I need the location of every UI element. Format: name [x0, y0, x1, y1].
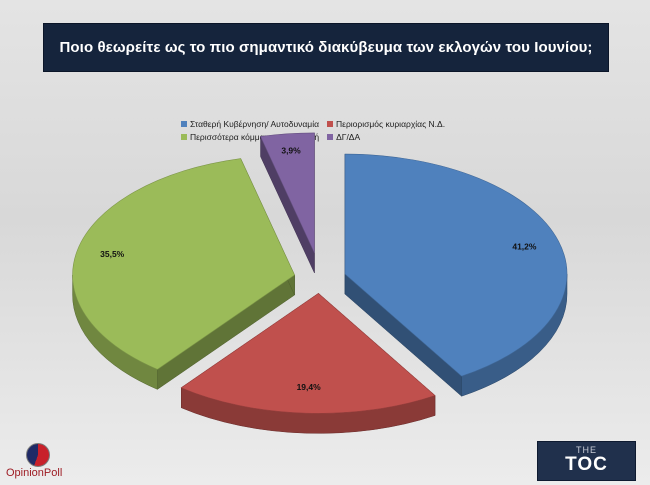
pie-slice-top-more-parties	[72, 158, 295, 370]
pie-slice-stable-government	[344, 153, 568, 397]
legend-swatch-green	[181, 133, 187, 140]
the-toc-logo-the: THE	[576, 445, 597, 455]
legend-item-limit-nd: Περιορισμός κυριαρχίας Ν.Δ.	[327, 119, 445, 129]
legend-row-2: Περισσότερα κόμματα στην Βουλή ΔΓ/ΔΑ	[181, 130, 481, 143]
the-toc-logo: THE TOC	[537, 441, 636, 481]
legend-item-stable-government: Σταθερή Κυβέρνηση/ Αυτοδυναμία	[181, 119, 319, 129]
pie-data-labels: 41,2% 19,4% 35,5% 3,9%	[100, 145, 537, 391]
legend-swatch-purple	[327, 133, 334, 140]
legend-label: ΔΓ/ΔΑ	[336, 131, 361, 142]
chart-title-box: Ποιο θεωρείτε ως το πιο σημαντικό διακύβ…	[43, 23, 609, 72]
legend-label: Περισσότερα κόμματα στην Βουλή	[190, 131, 320, 142]
opinionpoll-logo-text: OpinionPoll	[6, 467, 63, 479]
pie-slice-top-stable-government	[344, 153, 568, 377]
legend-label: Σταθερή Κυβέρνηση/ Αυτοδυναμία	[190, 118, 320, 129]
legend-row-1: Σταθερή Κυβέρνηση/ Αυτοδυναμία Περιορισμ…	[181, 117, 481, 130]
pie-slice-limit-nd	[180, 292, 436, 434]
legend-item-dk-na: ΔΓ/ΔΑ	[327, 132, 360, 142]
chart-title: Ποιο θεωρείτε ως το πιο σημαντικό διακύβ…	[59, 39, 593, 56]
opinionpoll-logo: OpinionPoll	[6, 443, 86, 479]
legend-swatch-red	[327, 120, 334, 127]
legend-item-more-parties: Περισσότερα κόμματα στην Βουλή	[181, 132, 319, 142]
the-toc-logo-toc: TOC	[565, 454, 608, 475]
chart-legend: Σταθερή Κυβέρνηση/ Αυτοδυναμία Περιορισμ…	[181, 117, 481, 143]
legend-swatch-blue	[181, 120, 187, 127]
pie-slice-more-parties	[72, 158, 295, 390]
pie-slices	[72, 132, 568, 434]
pie-slice-top-limit-nd	[180, 292, 436, 414]
data-label-dk-na: 3,9%	[281, 145, 301, 155]
data-label-limit-nd: 19,4%	[297, 382, 322, 392]
pie-slice-dk-na	[260, 132, 315, 273]
data-label-more-parties: 35,5%	[100, 249, 125, 259]
legend-label: Περιορισμός κυριαρχίας Ν.Δ.	[336, 118, 446, 129]
pie-slice-top-dk-na	[260, 132, 315, 254]
opinionpoll-logo-icon	[26, 443, 50, 467]
data-label-stable-government: 41,2%	[512, 242, 537, 252]
